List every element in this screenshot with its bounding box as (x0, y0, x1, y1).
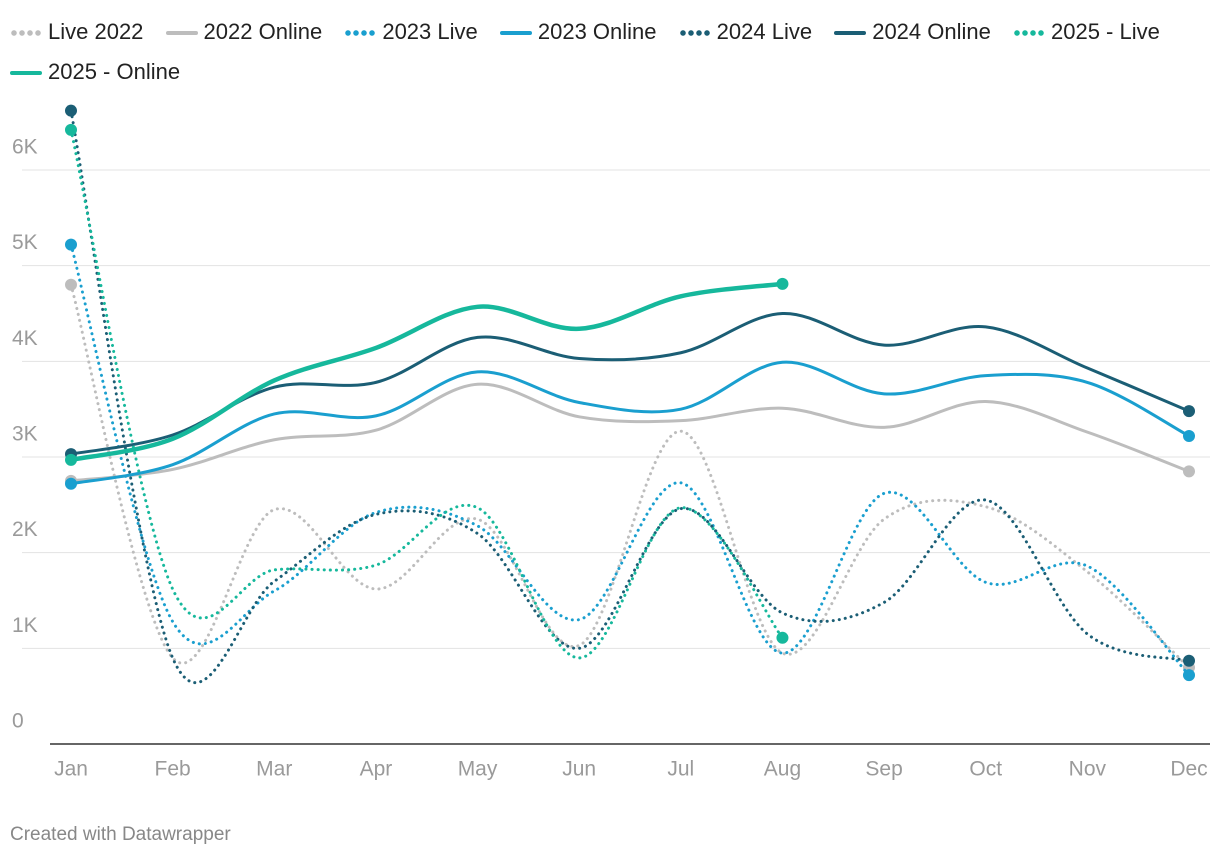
x-tick-label: May (458, 758, 498, 781)
legend-swatch (678, 29, 711, 38)
x-tick-label: Apr (360, 758, 393, 781)
series-line (69, 382, 1191, 483)
legend-swatch (10, 71, 42, 76)
x-tick-label: Dec (1170, 758, 1207, 781)
end-dot (776, 277, 789, 290)
end-dot (1183, 654, 1195, 667)
legend-item: 2024 Online (834, 19, 991, 44)
series-line (69, 283, 1191, 669)
end-dot (1183, 669, 1195, 682)
legend-label: Live 2022 (48, 19, 144, 44)
legend-swatch (10, 29, 42, 38)
x-tick-label: Jun (562, 758, 596, 781)
legend-label: 2024 Online (872, 19, 991, 44)
legend-item: 2023 Online (499, 19, 657, 44)
end-dot (776, 631, 789, 644)
end-dot (65, 477, 77, 490)
y-tick-label: 5K (12, 231, 38, 254)
y-tick-label: 2K (12, 518, 38, 541)
x-tick-label: Jan (54, 758, 88, 781)
series-line (69, 243, 1191, 677)
end-dot (65, 278, 77, 291)
legend-swatch (165, 31, 198, 36)
legend-item: 2024 Live (678, 19, 813, 44)
end-dot (65, 104, 77, 117)
legend-swatch (834, 31, 867, 36)
y-tick-label: 0 (12, 710, 24, 733)
legend-label: 2023 Online (537, 19, 657, 44)
legend-label: 2025 - Live (1050, 19, 1160, 44)
series-line (69, 109, 1191, 685)
legend-label: 2025 - Online (48, 59, 181, 84)
x-tick-label: Jul (667, 758, 694, 781)
x-tick-label: Feb (155, 758, 191, 781)
end-dot (65, 453, 77, 466)
y-tick-label: 1K (12, 614, 38, 637)
x-tick-label: Mar (256, 758, 292, 781)
end-dot (1183, 465, 1195, 478)
end-dot (1183, 405, 1195, 418)
end-dot (1183, 429, 1195, 442)
legend-item: 2025 - Online (10, 59, 180, 84)
x-tick-label: Sep (865, 758, 902, 781)
legend: Live 2022 2022 Online 2023 Live 2023 Onl… (10, 12, 1180, 92)
credit: Created with Datawrapper (10, 824, 231, 845)
legend-swatch (1012, 29, 1045, 38)
series-line (69, 128, 784, 660)
legend-label: 2024 Live (716, 19, 813, 44)
end-dot (65, 238, 77, 251)
y-tick-label: 4K (12, 327, 38, 350)
x-tick-label: Oct (969, 758, 1002, 781)
series-line (68, 281, 785, 463)
x-tick-label: Nov (1069, 758, 1107, 781)
legend-item: Live 2022 (10, 19, 143, 44)
series-line (69, 360, 1191, 486)
legend-label: 2023 Live (382, 19, 478, 44)
legend-swatch (499, 31, 532, 36)
series-line (69, 311, 1191, 456)
x-tick-label: Aug (764, 758, 801, 781)
legend-label: 2022 Online (203, 19, 323, 44)
legend-item: 2025 - Live (1012, 19, 1160, 44)
y-tick-label: 6K (12, 136, 38, 159)
legend-item: 2023 Live (344, 19, 478, 44)
end-dot (65, 123, 77, 136)
y-tick-label: 3K (12, 423, 38, 446)
legend-swatch (344, 29, 377, 38)
legend-item: 2022 Online (165, 19, 323, 44)
